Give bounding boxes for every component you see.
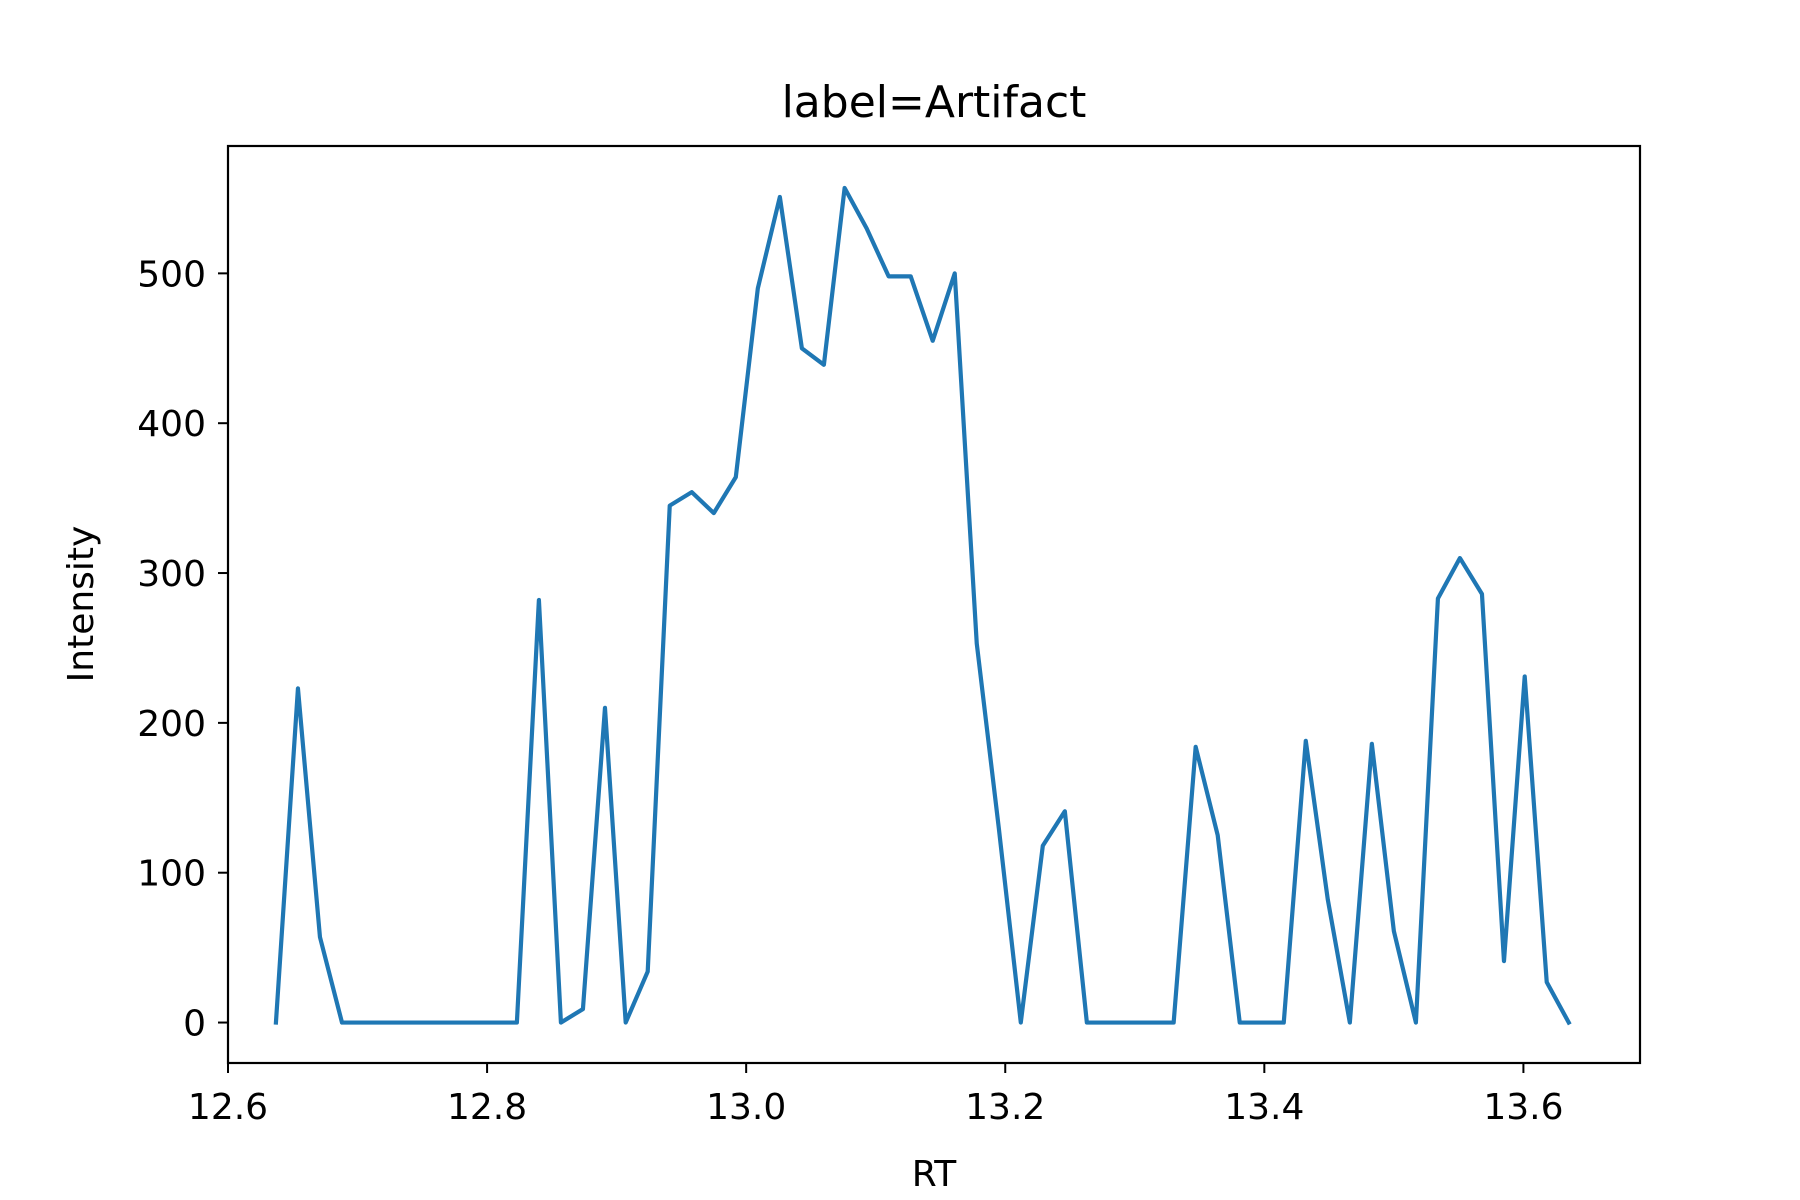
data-point xyxy=(931,339,935,343)
data-point xyxy=(1260,1021,1264,1025)
data-point xyxy=(843,186,847,190)
data-point xyxy=(1063,809,1067,813)
data-point xyxy=(1545,980,1549,984)
data-point xyxy=(734,475,738,479)
data-point xyxy=(318,935,322,939)
x-tick-label: 13.0 xyxy=(706,1087,786,1128)
data-point xyxy=(1480,592,1484,596)
data-point xyxy=(1129,1021,1133,1025)
data-point xyxy=(603,706,607,710)
data-point xyxy=(1304,739,1308,743)
data-point xyxy=(1150,1021,1154,1025)
data-point xyxy=(646,970,650,974)
data-point xyxy=(756,286,760,290)
data-point xyxy=(559,1021,563,1025)
data-point xyxy=(1392,929,1396,933)
x-axis-label: RT xyxy=(912,1154,957,1195)
y-tick-label: 400 xyxy=(137,404,206,445)
data-point xyxy=(1194,745,1198,749)
data-point xyxy=(493,1021,497,1025)
data-point xyxy=(887,274,891,278)
y-tick-label: 300 xyxy=(137,554,206,595)
series-group xyxy=(273,185,1572,1026)
data-point xyxy=(624,1021,628,1025)
data-point xyxy=(1523,674,1527,678)
data-point xyxy=(340,1021,344,1025)
data-point xyxy=(997,826,1001,830)
data-point xyxy=(1414,1021,1418,1025)
y-tick-label: 500 xyxy=(137,254,206,295)
y-tick-label: 0 xyxy=(183,1004,206,1045)
data-point xyxy=(428,1021,432,1025)
y-axis-ticks: 0 100 200 300 400 500 xyxy=(137,254,228,1045)
data-point xyxy=(1370,742,1374,746)
x-tick-label: 13.4 xyxy=(1224,1087,1304,1128)
data-point xyxy=(865,226,869,230)
data-point xyxy=(1172,1021,1176,1025)
data-point xyxy=(1326,898,1330,902)
data-point xyxy=(1216,833,1220,837)
x-axis-ticks: 12.6 12.8 13.0 13.2 13.4 13.6 xyxy=(188,1063,1563,1128)
data-point xyxy=(1348,1021,1352,1025)
data-point xyxy=(1107,1021,1111,1025)
data-point xyxy=(668,504,672,508)
chart-title: label=Artifact xyxy=(782,77,1087,128)
data-point xyxy=(515,1021,519,1025)
x-tick-label: 13.2 xyxy=(965,1087,1045,1128)
data-point xyxy=(1436,597,1440,601)
x-tick-label: 13.6 xyxy=(1483,1087,1563,1128)
data-point xyxy=(581,1007,585,1011)
data-point xyxy=(778,195,782,199)
data-point xyxy=(296,686,300,690)
data-point xyxy=(1085,1021,1089,1025)
y-tick-label: 100 xyxy=(137,854,206,895)
data-point xyxy=(1567,1021,1571,1025)
data-point xyxy=(362,1021,366,1025)
data-point xyxy=(909,274,913,278)
data-point xyxy=(1458,556,1462,560)
data-point xyxy=(822,363,826,367)
data-point xyxy=(953,271,957,275)
data-point xyxy=(384,1021,388,1025)
data-point xyxy=(274,1021,278,1025)
data-point xyxy=(406,1021,410,1025)
y-axis-label: Intensity xyxy=(61,526,102,683)
data-point xyxy=(537,598,541,602)
data-point xyxy=(712,511,716,515)
data-point xyxy=(800,346,804,350)
series-line xyxy=(273,185,1572,1026)
data-point xyxy=(1019,1021,1023,1025)
data-point xyxy=(471,1021,475,1025)
data-point xyxy=(975,641,979,645)
x-tick-label: 12.6 xyxy=(188,1087,268,1128)
y-tick-label: 200 xyxy=(137,704,206,745)
data-point xyxy=(1238,1021,1242,1025)
data-point xyxy=(690,490,694,494)
data-point xyxy=(1041,844,1045,848)
x-tick-label: 12.8 xyxy=(447,1087,527,1128)
data-point xyxy=(450,1021,454,1025)
data-point xyxy=(1282,1021,1286,1025)
plot-frame xyxy=(226,144,1642,1065)
data-point xyxy=(1502,959,1506,963)
